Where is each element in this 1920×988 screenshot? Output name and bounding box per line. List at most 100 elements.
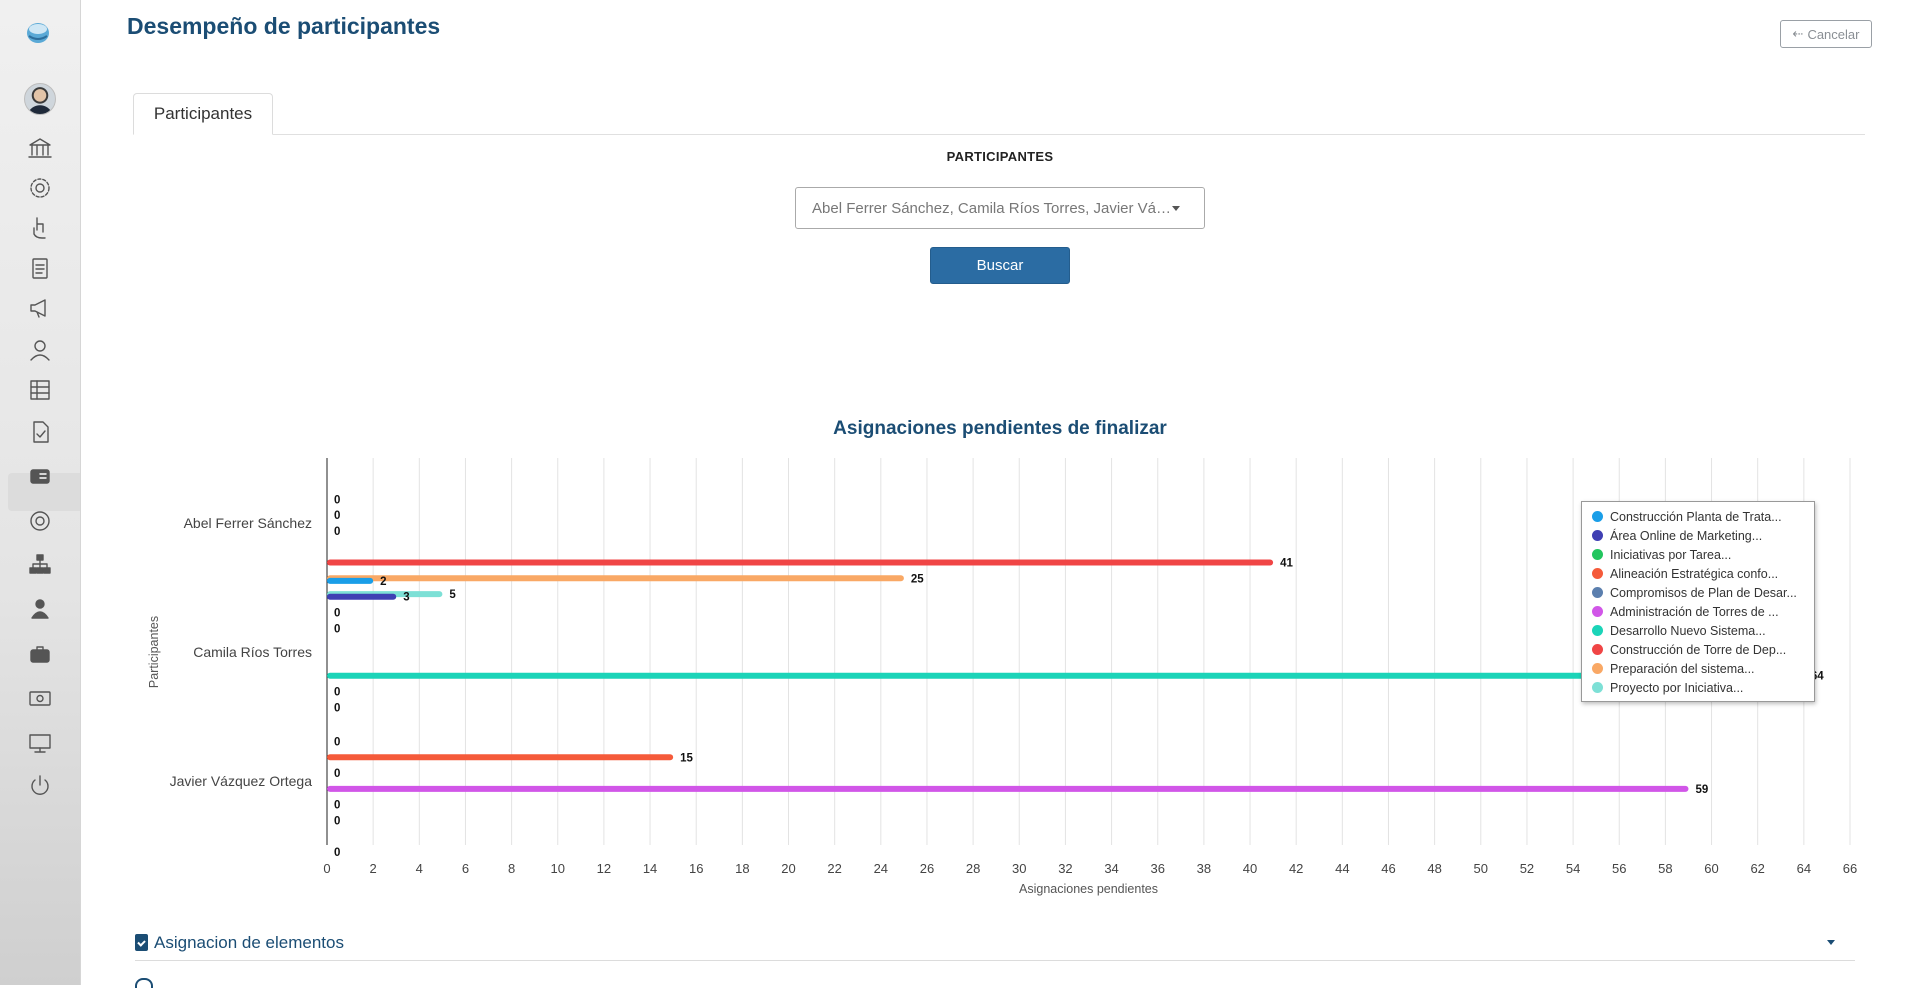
x-tick-label: 54 (1566, 861, 1580, 876)
x-tick-label: 40 (1243, 861, 1257, 876)
legend-item[interactable]: Desarrollo Nuevo Sistema... (1592, 621, 1814, 640)
cancel-button[interactable]: ⇠ Cancelar (1780, 20, 1872, 48)
hand-pointer-icon[interactable] (26, 214, 54, 242)
legend-swatch (1592, 549, 1603, 560)
legend-item[interactable]: Compromisos de Plan de Desar... (1592, 583, 1814, 602)
legend-swatch (1592, 606, 1603, 617)
legend-label: Proyecto por Iniciativa... (1610, 680, 1744, 695)
target-icon[interactable] (26, 507, 54, 535)
legend-item[interactable]: Administración de Torres de ... (1592, 602, 1814, 621)
cancel-button-label: Cancelar (1807, 26, 1860, 42)
grid-list-icon[interactable] (26, 376, 54, 404)
x-tick-label: 34 (1104, 861, 1118, 876)
tab-participantes[interactable]: Participantes (133, 93, 273, 135)
x-tick-label: 10 (551, 861, 565, 876)
data-label: 0 (334, 687, 340, 699)
legend-item[interactable]: Construcción de Torre de Dep... (1592, 640, 1814, 659)
x-tick-label: 42 (1289, 861, 1303, 876)
legend-label: Iniciativas por Tarea... (1610, 547, 1732, 562)
id-card-icon[interactable] (26, 462, 54, 490)
x-tick-label: 48 (1427, 861, 1441, 876)
sidebar (0, 0, 81, 985)
briefcase-icon[interactable] (26, 640, 54, 668)
x-tick-label: 52 (1520, 861, 1534, 876)
legend-swatch (1592, 663, 1603, 674)
gear-icon[interactable] (26, 174, 54, 202)
y-category-label: Abel Ferrer Sánchez (184, 515, 312, 531)
data-label: 0 (334, 494, 340, 506)
megaphone-icon[interactable] (26, 294, 54, 322)
legend-item[interactable]: Iniciativas por Tarea... (1592, 545, 1814, 564)
monitor-icon[interactable] (26, 729, 54, 757)
bar (327, 672, 1804, 679)
x-tick-label: 36 (1150, 861, 1164, 876)
user-tie-icon[interactable] (26, 595, 54, 623)
x-axis-title: Asignaciones pendientes (1019, 882, 1158, 896)
x-tick-label: 50 (1474, 861, 1488, 876)
data-label: 59 (1695, 784, 1708, 796)
bar (327, 754, 674, 761)
money-settings-icon[interactable] (26, 685, 54, 713)
y-axis-title: Participantes (147, 616, 161, 688)
power-icon[interactable] (26, 771, 54, 799)
legend-item[interactable]: Proyecto por Iniciativa... (1592, 678, 1814, 697)
x-tick-label: 14 (643, 861, 657, 876)
data-label: 41 (1280, 558, 1293, 570)
legend-item[interactable]: Preparación del sistema... (1592, 659, 1814, 678)
x-tick-label: 26 (920, 861, 934, 876)
tabs-divider (133, 134, 1865, 135)
x-tick-label: 0 (323, 861, 330, 876)
x-tick-label: 18 (735, 861, 749, 876)
legend-label: Compromisos de Plan de Desar... (1610, 585, 1797, 600)
chart-title: Asignaciones pendientes de finalizar (833, 418, 1167, 439)
x-tick-label: 22 (827, 861, 841, 876)
accordion-asignacion[interactable]: Asignacion de elementos (135, 925, 1855, 961)
x-tick-label: 64 (1797, 861, 1811, 876)
legend-swatch (1592, 530, 1603, 541)
app-logo[interactable] (24, 20, 52, 44)
clipboard-check-icon (135, 934, 148, 951)
x-tick-label: 46 (1381, 861, 1395, 876)
caret-down-icon (1172, 206, 1180, 211)
legend-label: Preparación del sistema... (1610, 661, 1755, 676)
participants-select[interactable]: Abel Ferrer Sánchez, Camila Ríos Torres,… (795, 187, 1205, 229)
legend-swatch (1592, 625, 1603, 636)
bar (327, 575, 904, 582)
user-avatar[interactable] (24, 83, 56, 115)
x-tick-label: 4 (416, 861, 423, 876)
x-tick-label: 6 (462, 861, 469, 876)
legend-swatch (1592, 644, 1603, 655)
data-label: 2 (380, 576, 386, 588)
data-label: 15 (680, 752, 693, 764)
x-tick-label: 2 (370, 861, 377, 876)
bar (327, 593, 397, 600)
participants-filter-label: PARTICIPANTES (946, 149, 1054, 164)
legend-item[interactable]: Alineación Estratégica confo... (1592, 564, 1814, 583)
x-tick-label: 66 (1843, 861, 1857, 876)
data-label: 5 (449, 589, 456, 601)
x-tick-label: 16 (689, 861, 703, 876)
x-tick-label: 62 (1750, 861, 1764, 876)
data-label: 0 (334, 768, 340, 780)
x-tick-label: 38 (1197, 861, 1211, 876)
user-icon[interactable] (26, 336, 54, 364)
bank-icon[interactable] (26, 134, 54, 162)
data-label: 3 (403, 592, 409, 604)
legend-item[interactable]: Área Online de Marketing... (1592, 526, 1814, 545)
file-check-icon[interactable] (26, 418, 54, 446)
legend-label: Administración de Torres de ... (1610, 604, 1779, 619)
clipboard-icon[interactable] (26, 254, 54, 282)
x-tick-label: 8 (508, 861, 515, 876)
x-tick-label: 24 (874, 861, 888, 876)
chart-legend: Construcción Planta de Trata... Área Onli… (1581, 501, 1815, 702)
x-tick-label: 30 (1012, 861, 1026, 876)
sitemap-icon[interactable] (26, 551, 54, 579)
x-tick-label: 32 (1058, 861, 1072, 876)
legend-item[interactable]: Construcción Planta de Trata... (1592, 507, 1814, 526)
legend-label: Alineación Estratégica confo... (1610, 566, 1779, 581)
bar (327, 785, 1689, 792)
search-button[interactable]: Buscar (930, 247, 1070, 284)
legend-label: Área Online de Marketing... (1610, 528, 1763, 543)
data-label: 0 (334, 623, 340, 635)
chevron-down-icon[interactable] (1827, 940, 1835, 945)
